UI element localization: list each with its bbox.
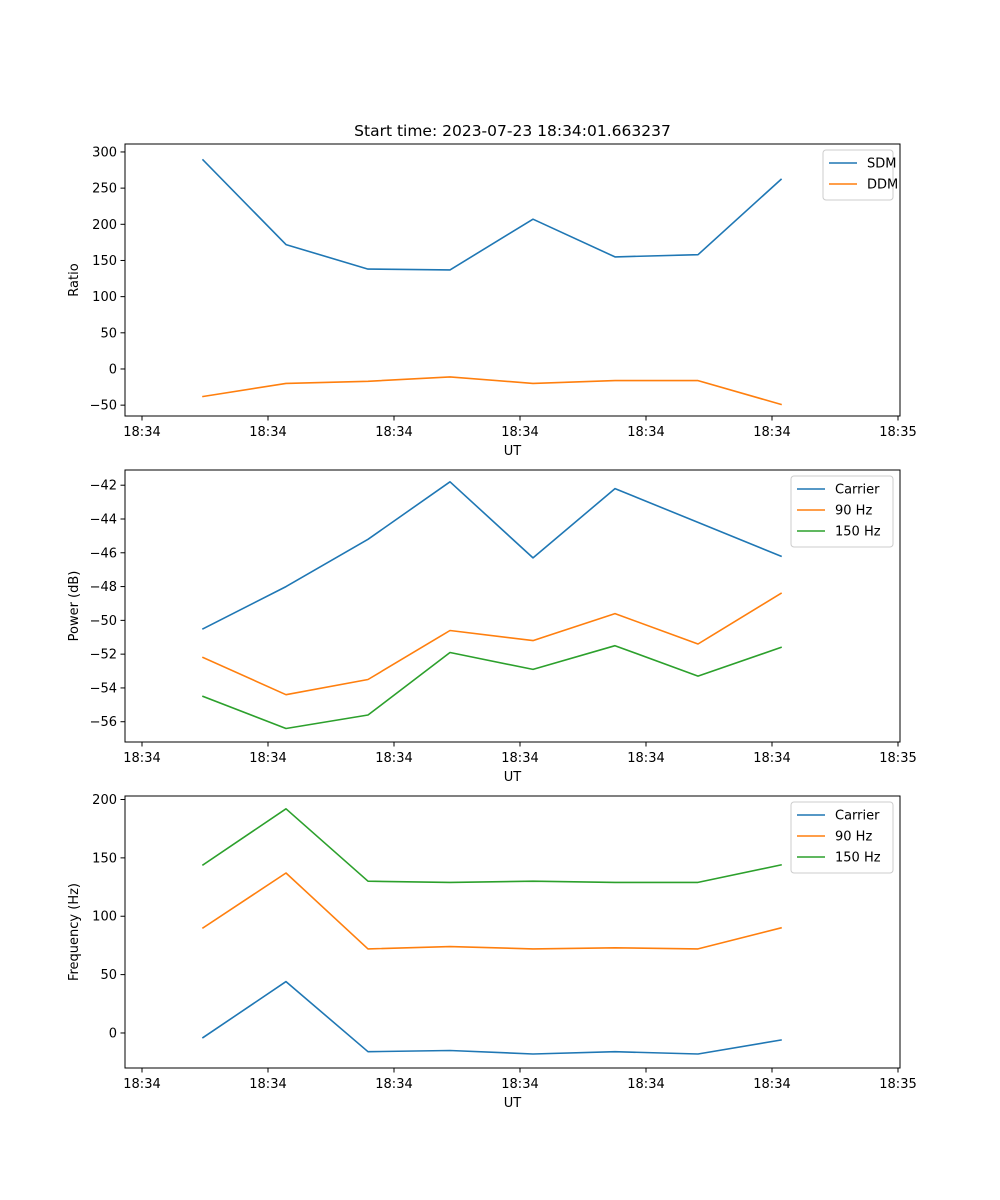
legend-entry: 90 Hz bbox=[835, 504, 872, 519]
y-tick-label: 0 bbox=[109, 362, 117, 377]
y-tick-label: −56 bbox=[90, 715, 117, 730]
x-tick-label: 18:34 bbox=[375, 751, 412, 766]
x-axis-label: UT bbox=[504, 444, 522, 459]
legend: Carrier 90 Hz 150 Hz bbox=[790, 801, 894, 874]
y-tick-label: 50 bbox=[100, 968, 117, 983]
chart-panel-2: 18:34 18:34 18:34 18:34 18:34 18:34 18:35 −56 −5… bbox=[67, 469, 917, 785]
y-tick-label: 100 bbox=[92, 910, 117, 925]
legend-entry: SDM bbox=[867, 157, 896, 172]
x-tick-label: 18:35 bbox=[879, 425, 916, 440]
y-tick-label: −44 bbox=[90, 512, 117, 527]
legend-entry: Carrier bbox=[835, 809, 880, 824]
axes-frame bbox=[124, 795, 901, 1069]
x-tick-label: 18:34 bbox=[627, 1077, 664, 1092]
x-tick-label: 18:34 bbox=[249, 751, 286, 766]
y-tick-label: −54 bbox=[90, 681, 117, 696]
axes-frame bbox=[124, 469, 901, 743]
series-line-carrier bbox=[201, 980, 782, 1055]
legend: SDM DDM bbox=[822, 149, 898, 201]
legend-box bbox=[790, 801, 894, 874]
x-tick-label: 18:34 bbox=[753, 1077, 790, 1092]
series-line-150-hz bbox=[201, 644, 783, 730]
x-tick-label: 18:34 bbox=[501, 751, 538, 766]
x-tick-label: 18:34 bbox=[753, 751, 790, 766]
y-tick-label: −42 bbox=[90, 479, 117, 494]
y-tick-label: −50 bbox=[90, 399, 117, 414]
y-tick-label: 250 bbox=[92, 182, 117, 197]
y-tick-label: 200 bbox=[92, 793, 117, 808]
series-line-ddm bbox=[202, 376, 782, 406]
y-tick-label: 0 bbox=[109, 1026, 117, 1041]
y-axis-label: Ratio bbox=[67, 263, 82, 296]
y-tick-label: 50 bbox=[100, 326, 117, 341]
x-tick-label: 18:34 bbox=[375, 1077, 412, 1092]
chart-title: Start time: 2023-07-23 18:34:01.663237 bbox=[354, 122, 671, 140]
x-tick-label: 18:34 bbox=[249, 1077, 286, 1092]
x-tick-label: 18:34 bbox=[123, 1077, 160, 1092]
x-tick-label: 18:34 bbox=[753, 425, 790, 440]
legend: Carrier 90 Hz 150 Hz bbox=[790, 475, 894, 548]
y-tick-label: 150 bbox=[92, 851, 117, 866]
y-tick-label: −48 bbox=[90, 580, 117, 595]
y-tick-label: −52 bbox=[90, 648, 117, 663]
y-tick-label: −46 bbox=[90, 546, 117, 561]
y-tick-label: 200 bbox=[92, 218, 117, 233]
chart-panel-1: 18:34 18:34 18:34 18:34 18:34 18:34 18:35 −50 0 5… bbox=[67, 122, 917, 459]
x-tick-label: 18:34 bbox=[375, 425, 412, 440]
legend-entry: 150 Hz bbox=[835, 525, 881, 540]
x-tick-label: 18:35 bbox=[879, 751, 916, 766]
legend-entry: 150 Hz bbox=[835, 851, 881, 866]
legend-entry: 90 Hz bbox=[835, 830, 872, 845]
legend-entry: Carrier bbox=[835, 483, 880, 498]
y-tick-label: 100 bbox=[92, 290, 117, 305]
x-axis-label: UT bbox=[504, 770, 522, 785]
x-tick-label: 18:34 bbox=[501, 425, 538, 440]
y-tick-label: 300 bbox=[92, 145, 117, 160]
legend-box bbox=[790, 475, 894, 548]
x-tick-label: 18:34 bbox=[123, 751, 160, 766]
series-line-90-hz bbox=[201, 872, 782, 950]
series-line-150-hz bbox=[201, 807, 782, 884]
series-line-carrier bbox=[201, 480, 783, 630]
x-tick-label: 18:34 bbox=[123, 425, 160, 440]
series-line-90-hz bbox=[201, 592, 783, 696]
y-axis-label: Power (dB) bbox=[67, 571, 82, 642]
legend-entry: DDM bbox=[867, 178, 898, 193]
series-line-sdm bbox=[201, 158, 783, 271]
x-tick-label: 18:35 bbox=[879, 1077, 916, 1092]
axes-frame bbox=[124, 143, 901, 417]
chart-panel-3: 18:34 18:34 18:34 18:34 18:34 18:34 18:35 0 50 10… bbox=[67, 793, 917, 1111]
x-tick-label: 18:34 bbox=[501, 1077, 538, 1092]
y-tick-label: −50 bbox=[90, 614, 117, 629]
y-axis-label: Frequency (Hz) bbox=[67, 883, 82, 981]
y-tick-label: 150 bbox=[92, 254, 117, 269]
x-tick-label: 18:34 bbox=[627, 751, 664, 766]
x-axis-label: UT bbox=[504, 1096, 522, 1111]
x-tick-label: 18:34 bbox=[627, 425, 664, 440]
x-tick-label: 18:34 bbox=[249, 425, 286, 440]
